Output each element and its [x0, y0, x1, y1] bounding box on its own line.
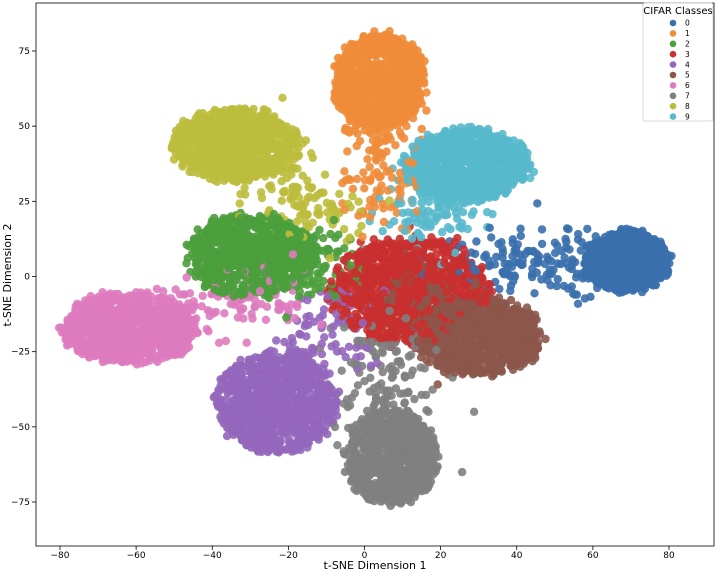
point-class-2 [324, 246, 334, 255]
point-class-4 [222, 431, 232, 441]
point-class-6 [182, 273, 191, 282]
point-class-4 [328, 330, 337, 339]
point-class-0 [532, 268, 541, 277]
point-class-9 [378, 226, 387, 236]
point-class-8 [235, 199, 244, 208]
point-class-7 [457, 467, 467, 477]
point-class-0 [530, 289, 539, 298]
point-class-1 [422, 88, 431, 97]
point-class-2 [334, 230, 343, 239]
point-class-0 [553, 275, 562, 284]
point-class-0 [516, 224, 525, 233]
point-class-0 [487, 233, 496, 242]
point-class-1 [340, 167, 349, 176]
point-class-9 [438, 227, 447, 237]
point-class-8 [357, 221, 366, 231]
point-class-8 [335, 189, 344, 199]
point-class-6 [220, 309, 229, 318]
point-class-6 [262, 302, 272, 311]
point-class-9 [526, 173, 535, 183]
point-class-7 [333, 441, 342, 450]
point-class-8 [320, 170, 330, 179]
point-class-7 [421, 390, 431, 400]
point-class-1 [392, 208, 402, 217]
point-class-1 [343, 147, 352, 156]
point-class-0 [583, 224, 592, 234]
scatter-points [54, 27, 676, 511]
point-class-6 [211, 307, 220, 317]
point-class-7 [410, 394, 419, 404]
point-class-0 [516, 231, 525, 241]
point-class-6 [198, 291, 207, 301]
point-class-8 [277, 196, 286, 205]
point-class-0 [552, 281, 561, 291]
point-class-4 [344, 342, 354, 351]
point-class-9 [417, 198, 426, 208]
point-class-7 [353, 381, 363, 390]
point-class-1 [348, 184, 358, 194]
point-class-1 [422, 106, 431, 115]
point-class-2 [193, 225, 202, 234]
point-class-1 [379, 161, 388, 170]
point-class-5 [433, 380, 442, 389]
point-class-2 [319, 233, 328, 243]
point-class-6 [152, 284, 162, 294]
point-class-7 [428, 385, 437, 394]
point-class-0 [533, 199, 542, 208]
